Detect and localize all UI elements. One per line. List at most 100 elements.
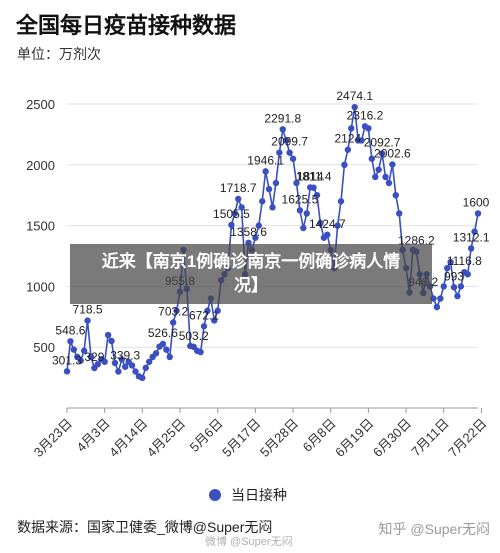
data-label: 1811.4 [296,170,332,184]
data-point [118,356,126,363]
data-point [289,155,297,162]
y-tick-label: 1000 [26,279,55,294]
data-point [378,150,386,157]
data-label: 1424.7 [309,217,346,231]
data-label: 718.5 [73,303,103,317]
data-point [464,271,471,278]
data-point [70,346,78,353]
data-label: 1718.7 [220,181,257,195]
data-point [317,219,324,227]
data-point [454,292,461,300]
legend-label: 当日接种 [231,487,287,503]
data-point [235,195,242,203]
data-point [204,307,211,314]
data-point [132,368,139,375]
data-point [259,198,266,205]
data-point [279,126,286,133]
data-point [211,317,218,324]
data-point [77,357,84,364]
data-point [437,295,444,302]
data-point [163,346,170,353]
news-overlay-banner[interactable]: 近来【南京1例确诊南京一例确诊病人情况】 [70,244,432,304]
data-point [228,221,235,229]
data-point [382,173,389,181]
data-point [200,323,208,330]
data-point [262,168,269,175]
data-point [108,337,115,345]
data-label: 548.6 [55,323,85,337]
news-overlay-text[interactable]: 近来【南京1例确诊南京一例确诊病人情况】 [101,252,401,295]
data-point [231,210,239,217]
data-label: 993 [444,269,464,283]
data-source: 数据来源：国家卫健委_微博@Super无闷 [17,519,273,535]
data-point [334,222,341,229]
x-tick-label: 6月19日 [332,416,376,460]
data-point [433,303,441,311]
data-point [474,210,482,217]
data-point [372,173,379,181]
data-point [296,207,304,214]
data-point [293,179,300,187]
data-point [104,331,112,339]
data-label: 503.2 [179,329,209,343]
data-point [365,125,372,132]
data-point [142,364,149,372]
x-tick-label: 4月14日 [106,416,150,460]
data-point [111,359,119,367]
data-label: 1312.1 [453,230,490,244]
data-label: 2099.7 [271,135,308,149]
data-point [467,245,475,252]
data-point [313,192,321,199]
data-label: 2092.7 [364,136,401,150]
data-point [252,234,259,241]
data-point [139,374,146,382]
x-tick-label: 7月22日 [445,416,489,460]
data-label: 703.2 [158,304,188,318]
data-labels: 2474.1 2316.2 2291.8 2124 2099.7 2092.72002.6… [52,89,490,367]
y-tick-label: 2000 [26,158,55,173]
data-point [87,353,95,361]
data-label: 1116.8 [447,254,482,268]
x-tick-label: 7月11日 [408,416,452,460]
data-point [368,155,376,162]
x-axis-ticks: 3月23日4月3日4月14日4月25日5月6日5月17日5月28日6月8日6月1… [31,408,490,460]
data-point [255,222,262,229]
data-point [358,137,365,144]
data-point [286,149,293,156]
data-point [214,307,221,314]
data-point [341,161,348,168]
x-tick-label: 5月28日 [257,416,301,460]
data-point [447,258,454,266]
data-point [310,184,317,191]
data-point [94,361,102,368]
data-point [303,210,310,217]
data-point [80,347,88,354]
data-point [115,368,122,375]
data-point [348,125,355,132]
data-point [169,319,177,326]
data-point [122,363,129,370]
data-point [272,179,280,187]
x-tick-label: 5月17日 [219,416,263,460]
y-tick-label: 2500 [26,97,55,112]
data-label: 329 [84,350,104,364]
data-label: 301.3 [52,353,82,367]
x-tick-label: 4月25日 [144,416,188,460]
weibo-watermark: 微博 @Super无闷 [205,536,293,548]
data-point [450,284,458,291]
data-label: 1814 [297,169,324,183]
legend: 当日接种 [209,487,287,503]
data-label: 2002.6 [374,146,411,160]
legend-marker [209,489,221,501]
data-point [152,350,160,357]
data-point [389,161,396,168]
data-point [159,340,167,348]
data-point [440,283,447,290]
data-point [443,264,451,272]
data-point [283,137,290,144]
chart-title: 全国每日疫苗接种数据 [16,13,237,38]
data-point [351,103,358,111]
data-label: 2474.1 [336,89,373,103]
data-point [385,179,393,187]
